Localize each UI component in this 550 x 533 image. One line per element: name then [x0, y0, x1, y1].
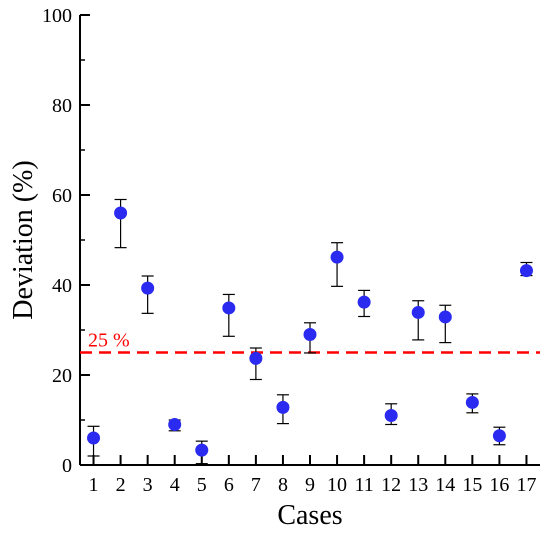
x-tick-label: 11	[354, 474, 373, 496]
x-tick-label: 5	[197, 474, 207, 496]
y-axis-title: Deviation (%)	[8, 160, 39, 319]
data-point	[249, 351, 263, 365]
x-tick-label: 16	[489, 474, 509, 496]
x-tick-label: 6	[224, 474, 234, 496]
x-tick-label: 2	[116, 474, 126, 496]
x-tick-label: 8	[278, 474, 288, 496]
x-tick-label: 3	[143, 474, 153, 496]
data-point	[114, 206, 128, 220]
x-tick-label: 4	[170, 474, 180, 496]
data-point	[411, 305, 425, 319]
error-bar	[141, 275, 154, 314]
x-tick-label: 1	[89, 474, 99, 496]
y-tick-label: 0	[62, 455, 72, 477]
data-point	[195, 443, 209, 457]
x-tick-label: 13	[408, 474, 428, 496]
data-point	[357, 295, 371, 309]
y-tick-label: 100	[42, 5, 72, 27]
data-point	[276, 400, 290, 414]
data-point	[141, 281, 155, 295]
data-point	[168, 418, 182, 431]
x-tick-label: 17	[516, 474, 536, 496]
reference-line-label: 25 %	[88, 330, 130, 352]
x-tick-label: 7	[251, 474, 261, 496]
error-bar	[331, 242, 344, 287]
data-point	[438, 310, 452, 324]
x-axis-title: Cases	[277, 500, 342, 531]
y-tick-label: 60	[52, 185, 72, 207]
y-tick-label: 80	[52, 95, 72, 117]
x-tick-label: 10	[327, 474, 347, 496]
data-point	[303, 328, 317, 341]
data-point	[492, 429, 506, 443]
x-tick-label: 9	[305, 474, 315, 496]
data-point	[222, 301, 236, 315]
data-points	[87, 206, 533, 457]
data-point	[330, 250, 344, 264]
x-tick-label: 15	[462, 474, 482, 496]
data-point	[87, 431, 101, 445]
data-point	[465, 395, 479, 409]
x-tick-label: 14	[435, 474, 455, 496]
x-tick-label: 12	[381, 474, 401, 496]
data-point	[519, 264, 533, 278]
data-point	[384, 409, 398, 422]
error-bar	[222, 293, 235, 337]
y-tick-label: 40	[52, 275, 72, 297]
y-tick-label: 20	[52, 365, 72, 387]
